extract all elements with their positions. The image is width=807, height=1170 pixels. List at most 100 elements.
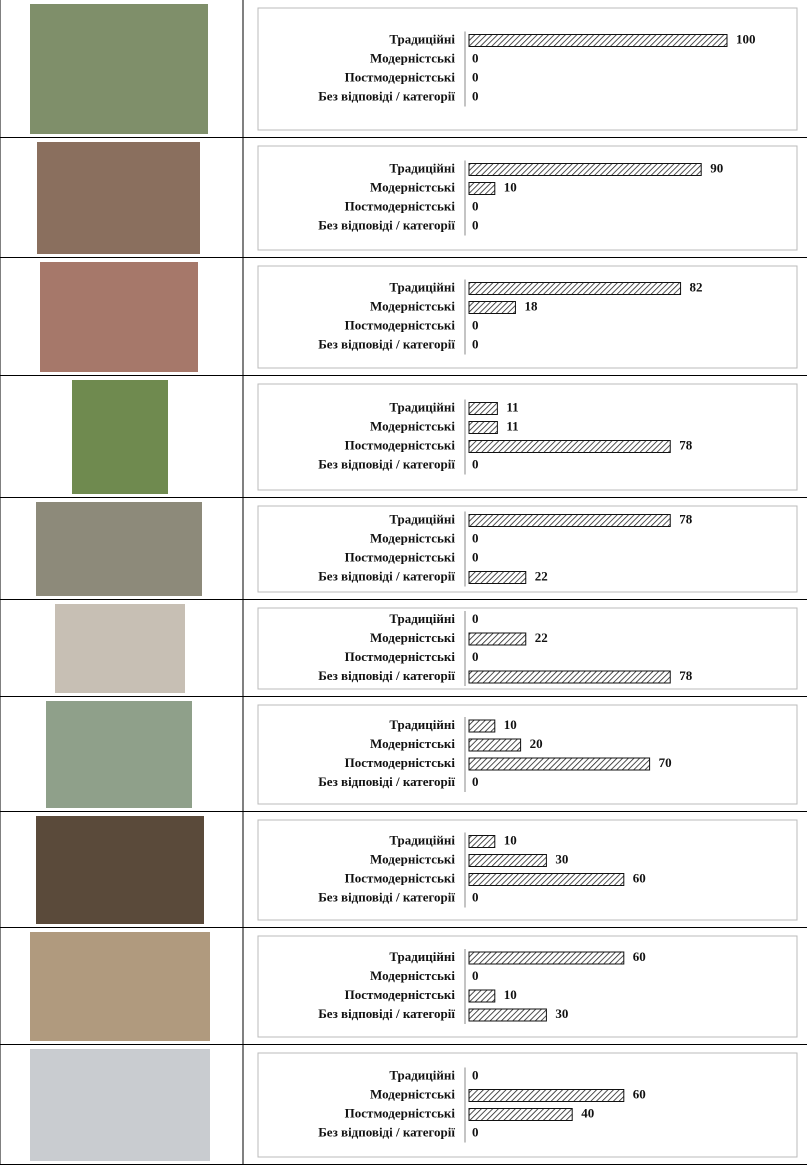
category-label: Постмодерністські	[345, 69, 456, 84]
category-label: Постмодерністські	[345, 755, 456, 770]
chart-frame	[258, 705, 797, 804]
category-label: Без відповіді / категорії	[318, 774, 455, 789]
category-label: Постмодерністські	[345, 1105, 456, 1120]
value-label: 78	[679, 437, 693, 452]
category-label: Постмодерністські	[345, 198, 456, 213]
bar	[469, 572, 526, 584]
bar	[469, 633, 526, 645]
bar	[469, 836, 495, 848]
value-label: 20	[530, 736, 543, 751]
category-label: Без відповіді / категорії	[318, 88, 455, 103]
bar	[469, 515, 670, 527]
photo	[40, 262, 198, 372]
category-label: Модерністські	[370, 968, 455, 983]
category-label: Без відповіді / категорії	[318, 456, 455, 471]
chart-frame	[258, 1053, 797, 1157]
value-label: 0	[472, 50, 479, 65]
value-label: 0	[472, 456, 479, 471]
bar	[469, 35, 727, 47]
photo	[36, 816, 204, 924]
bar	[469, 1109, 572, 1121]
value-label: 10	[504, 987, 517, 1002]
value-label: 11	[506, 399, 518, 414]
category-label: Без відповіді / категорії	[318, 889, 455, 904]
value-label: 90	[710, 160, 723, 175]
category-label: Традиційні	[389, 511, 455, 526]
value-label: 22	[535, 630, 548, 645]
bar	[469, 164, 701, 176]
bar	[469, 422, 497, 434]
bar	[469, 874, 624, 886]
value-label: 60	[633, 870, 646, 885]
category-label: Постмодерністські	[345, 549, 456, 564]
bar	[469, 739, 521, 751]
bar	[469, 441, 670, 453]
category-label: Без відповіді / категорії	[318, 668, 455, 683]
photo	[55, 604, 185, 693]
bar	[469, 1090, 624, 1102]
category-label: Постмодерністські	[345, 437, 456, 452]
chart-frame	[258, 8, 797, 130]
photo	[72, 380, 168, 494]
category-label: Модерністські	[370, 630, 455, 645]
value-label: 0	[472, 88, 479, 103]
chart-frame	[258, 820, 797, 920]
value-label: 0	[472, 217, 479, 232]
category-label: Традиційні	[389, 279, 455, 294]
value-label: 0	[472, 968, 479, 983]
page: {"chart_data": [ {"type": "bar", "catego…	[0, 0, 807, 1165]
category-label: Традиційні	[389, 1067, 455, 1082]
photo	[30, 4, 208, 134]
bar	[469, 302, 515, 314]
value-label: 70	[659, 755, 672, 770]
value-label: 78	[679, 511, 693, 526]
value-label: 0	[472, 774, 479, 789]
category-label: Модерністські	[370, 50, 455, 65]
value-label: 30	[555, 1006, 568, 1021]
category-label: Модерністські	[370, 179, 455, 194]
bar	[469, 855, 546, 867]
photo	[30, 932, 210, 1041]
category-label: Традиційні	[389, 31, 455, 46]
value-label: 0	[472, 1067, 479, 1082]
value-label: 18	[524, 298, 538, 313]
category-label: Постмодерністські	[345, 987, 456, 1002]
value-label: 100	[736, 31, 756, 46]
category-label: Модерністські	[370, 851, 455, 866]
category-label: Традиційні	[389, 949, 455, 964]
category-label: Традиційні	[389, 160, 455, 175]
category-label: Модерністські	[370, 736, 455, 751]
bar	[469, 1009, 546, 1021]
category-label: Традиційні	[389, 717, 455, 732]
value-label: 78	[679, 668, 693, 683]
bar	[469, 952, 624, 964]
photo	[37, 142, 200, 254]
value-label: 82	[690, 279, 703, 294]
value-label: 0	[472, 198, 479, 213]
category-label: Без відповіді / категорії	[318, 1124, 455, 1139]
bar	[469, 403, 497, 415]
category-label: Традиційні	[389, 399, 455, 414]
photo	[46, 701, 192, 808]
value-label: 0	[472, 530, 479, 545]
category-label: Без відповіді / категорії	[318, 568, 455, 583]
value-label: 0	[472, 611, 479, 626]
category-label: Модерністські	[370, 1086, 455, 1101]
value-label: 0	[472, 336, 479, 351]
value-label: 60	[633, 1086, 646, 1101]
category-label: Без відповіді / категорії	[318, 1006, 455, 1021]
category-label: Без відповіді / категорії	[318, 217, 455, 232]
bar	[469, 671, 670, 683]
table: Традиційні100Модерністські0Постмодерніст…	[0, 0, 807, 1165]
category-label: Постмодерністські	[345, 870, 456, 885]
value-label: 60	[633, 949, 646, 964]
category-label: Модерністські	[370, 530, 455, 545]
value-label: 10	[504, 832, 517, 847]
category-label: Модерністські	[370, 418, 455, 433]
value-label: 40	[581, 1105, 594, 1120]
category-label: Постмодерністські	[345, 317, 456, 332]
photo	[36, 502, 202, 596]
value-label: 11	[506, 418, 518, 433]
value-label: 0	[472, 889, 479, 904]
value-label: 10	[504, 717, 517, 732]
